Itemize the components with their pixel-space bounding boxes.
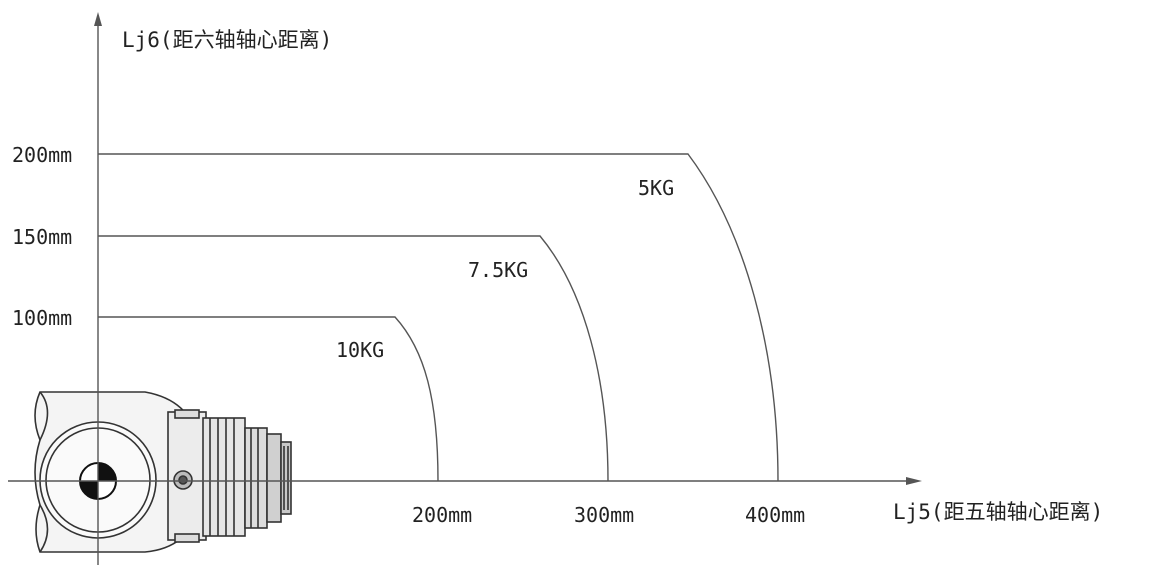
x-tick-label: 400mm [745, 503, 806, 527]
curve-label-5kg: 5KG [638, 176, 675, 200]
y-axis-arrow [94, 12, 102, 26]
robot-wrist-icon [34, 391, 292, 553]
y-tick-label: 100mm [12, 306, 73, 330]
curve-7-5kg [98, 235, 609, 482]
curve-10kg [98, 316, 439, 482]
y-axis-title: Lj6(距六轴轴心距离) [122, 28, 333, 52]
y-tick-label: 150mm [12, 225, 73, 249]
axes [8, 12, 922, 565]
load-curves [98, 153, 779, 482]
x-tick-label: 200mm [412, 503, 473, 527]
curve-label-10kg: 10KG [336, 338, 385, 362]
y-tick-label: 200mm [12, 143, 73, 167]
x-axis-arrow [906, 477, 922, 485]
x-axis-title: Lj5(距五轴轴心距离) [893, 500, 1104, 524]
curve-label-7-5kg: 7.5KG [468, 258, 529, 282]
curve-5kg [98, 153, 779, 482]
x-tick-label: 300mm [574, 503, 635, 527]
